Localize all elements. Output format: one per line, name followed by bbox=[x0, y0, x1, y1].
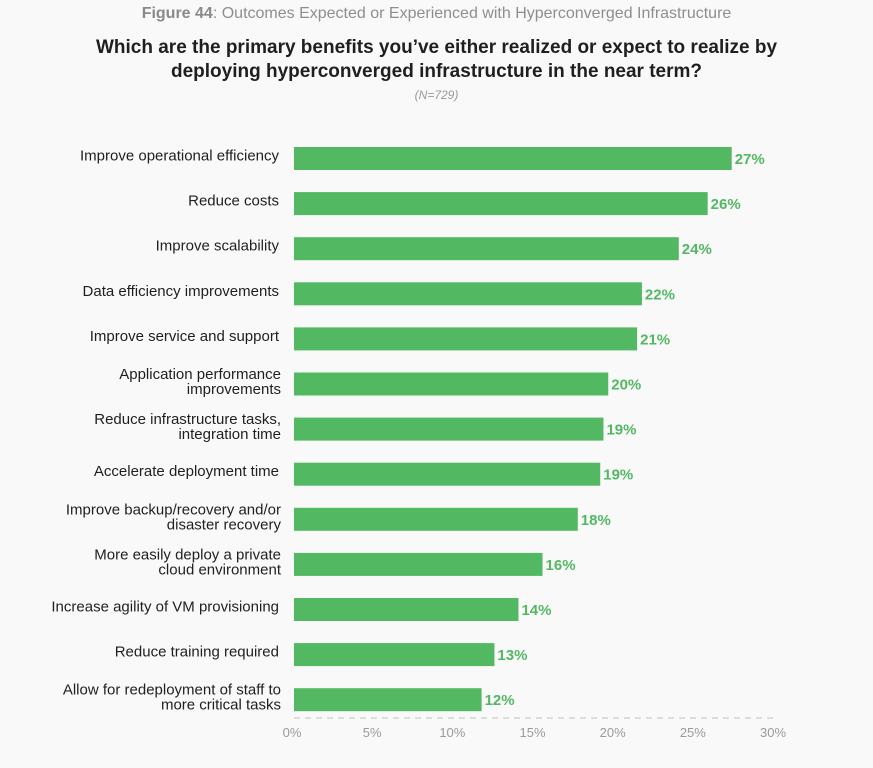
category-label: Improve operational efficiency bbox=[80, 148, 279, 165]
figure-label: Figure 44 bbox=[141, 5, 213, 22]
figure-title-text: : Outcomes Expected or Experienced with … bbox=[212, 5, 732, 22]
bar bbox=[294, 327, 638, 351]
bar bbox=[294, 192, 708, 216]
chart-question: Which are the primary benefits you’ve ei… bbox=[95, 37, 778, 82]
value-label: 27% bbox=[735, 151, 765, 168]
bar bbox=[294, 237, 679, 261]
x-tick-label: 20% bbox=[600, 725, 626, 740]
category-label: Accelerate deployment time bbox=[94, 463, 279, 480]
category-label: More easily deploy a private cloud enviro… bbox=[94, 546, 282, 578]
value-label: 13% bbox=[497, 647, 527, 664]
category-label: Allow for redeployment of staff to more c… bbox=[63, 682, 281, 714]
category-label: Improve service and support bbox=[90, 328, 280, 345]
category-label: Reduce costs bbox=[188, 193, 279, 210]
bar bbox=[294, 372, 609, 396]
value-label: 19% bbox=[603, 467, 633, 484]
bar bbox=[294, 282, 642, 306]
value-label: 26% bbox=[711, 196, 741, 213]
category-label: Data efficiency improvements bbox=[83, 283, 279, 300]
bar bbox=[294, 147, 732, 170]
bar bbox=[294, 598, 519, 621]
value-label: 20% bbox=[611, 377, 641, 394]
bar bbox=[294, 462, 601, 486]
bar bbox=[294, 688, 482, 712]
x-tick-label: 25% bbox=[680, 725, 706, 740]
x-tick-label: 0% bbox=[283, 725, 302, 740]
sample-size: (N=729) bbox=[414, 88, 459, 102]
category-label: Reduce training required bbox=[115, 644, 279, 661]
bar bbox=[294, 643, 495, 667]
value-label: 12% bbox=[485, 692, 515, 709]
value-label: 14% bbox=[521, 602, 551, 619]
value-label: 24% bbox=[682, 241, 712, 258]
value-label: 19% bbox=[606, 422, 636, 439]
category-label: Increase agility of VM provisioning bbox=[51, 599, 279, 616]
value-label: 22% bbox=[645, 286, 675, 303]
category-label: Improve scalability bbox=[156, 238, 280, 255]
bar bbox=[294, 507, 578, 531]
bar bbox=[294, 417, 604, 441]
figure-title: Figure 44: Outcomes Expected or Experien… bbox=[0, 5, 873, 23]
x-tick-label: 15% bbox=[519, 725, 545, 740]
x-tick-label: 5% bbox=[363, 725, 382, 740]
value-label: 21% bbox=[640, 331, 670, 348]
category-label: Reduce infrastructure tasks, integration … bbox=[94, 411, 281, 443]
x-tick-label: 10% bbox=[439, 725, 465, 740]
value-label: 18% bbox=[581, 512, 611, 529]
x-tick-label: 30% bbox=[760, 725, 786, 740]
bar bbox=[294, 552, 543, 576]
category-label: Improve backup/recovery and/or disaster r… bbox=[66, 501, 282, 533]
value-label: 16% bbox=[546, 557, 576, 574]
category-label: Application performance improvements bbox=[119, 366, 281, 398]
